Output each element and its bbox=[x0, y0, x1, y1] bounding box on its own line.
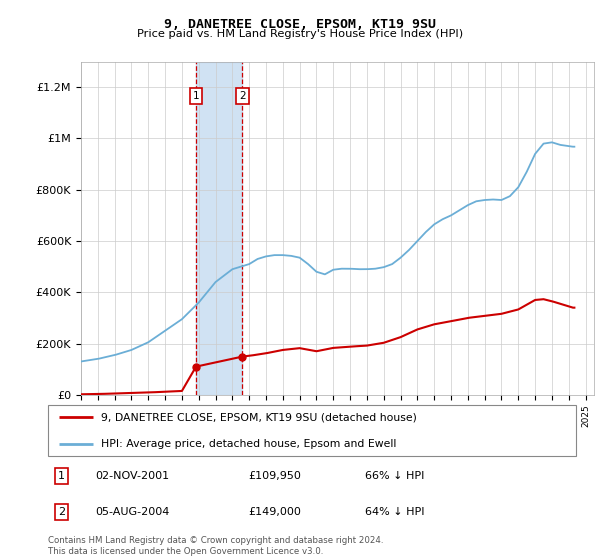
Text: 9, DANETREE CLOSE, EPSOM, KT19 9SU (detached house): 9, DANETREE CLOSE, EPSOM, KT19 9SU (deta… bbox=[101, 412, 416, 422]
Text: 9, DANETREE CLOSE, EPSOM, KT19 9SU: 9, DANETREE CLOSE, EPSOM, KT19 9SU bbox=[164, 18, 436, 31]
Text: £109,950: £109,950 bbox=[248, 471, 302, 481]
FancyBboxPatch shape bbox=[48, 405, 576, 456]
Text: £149,000: £149,000 bbox=[248, 507, 302, 517]
Text: HPI: Average price, detached house, Epsom and Ewell: HPI: Average price, detached house, Epso… bbox=[101, 439, 396, 449]
Bar bbox=[196, 62, 242, 395]
Text: 2: 2 bbox=[58, 507, 65, 517]
Text: Contains HM Land Registry data © Crown copyright and database right 2024.
This d: Contains HM Land Registry data © Crown c… bbox=[48, 536, 383, 556]
Text: 05-AUG-2004: 05-AUG-2004 bbox=[95, 507, 170, 517]
Text: 1: 1 bbox=[193, 91, 199, 101]
Text: 02-NOV-2001: 02-NOV-2001 bbox=[95, 471, 170, 481]
Text: 64% ↓ HPI: 64% ↓ HPI bbox=[365, 507, 424, 517]
Text: 2: 2 bbox=[239, 91, 245, 101]
Text: 1: 1 bbox=[58, 471, 65, 481]
Text: Price paid vs. HM Land Registry's House Price Index (HPI): Price paid vs. HM Land Registry's House … bbox=[137, 29, 463, 39]
Text: 66% ↓ HPI: 66% ↓ HPI bbox=[365, 471, 424, 481]
